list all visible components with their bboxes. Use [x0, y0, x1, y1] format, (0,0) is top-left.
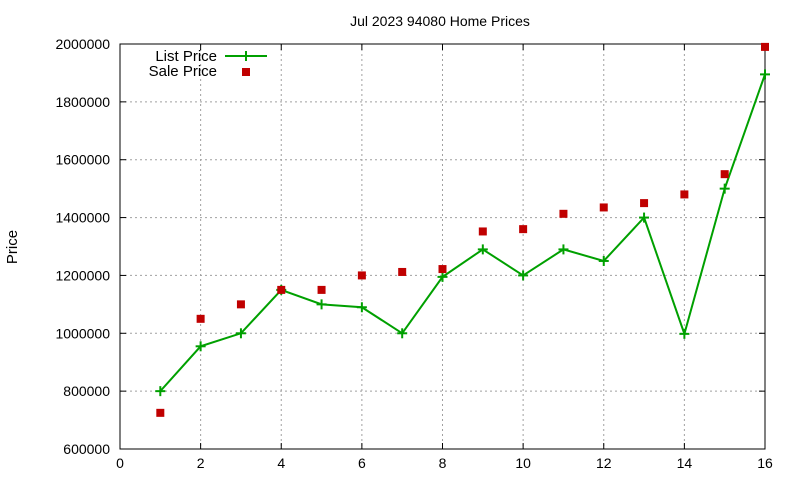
legend-label-list-price: List Price	[155, 48, 217, 65]
list-price-point	[760, 69, 770, 80]
sale-price-point	[398, 267, 407, 276]
y-tick-label: 1400000	[55, 210, 110, 226]
sale-price-point	[317, 285, 326, 294]
sale-price-point	[277, 285, 286, 294]
x-tick-label: 0	[116, 455, 124, 471]
list-price-point	[195, 341, 206, 352]
x-tick-label: 2	[197, 455, 205, 471]
x-tick-label: 6	[358, 455, 366, 471]
y-axis: 600000 800000 1000000 1200000 1400000 1600000…	[55, 36, 765, 457]
list-price-point	[639, 212, 650, 223]
list-price-point	[437, 271, 448, 282]
sale-price-point	[196, 314, 205, 323]
sale-price-point	[357, 271, 366, 280]
legend-sample-sale-price-marker	[242, 68, 250, 76]
x-tick-label: 12	[596, 455, 612, 471]
y-tick-label: 1800000	[55, 94, 110, 110]
sale-price-point	[438, 265, 447, 274]
chart-title: Jul 2023 94080 Home Prices	[350, 13, 530, 29]
y-tick-label: 1000000	[55, 325, 110, 341]
list-price-point	[155, 386, 166, 397]
y-tick-label: 800000	[63, 383, 110, 399]
y-axis-label: Price	[4, 230, 21, 264]
legend-label-sale-price: Sale Price	[149, 63, 217, 80]
grid-lines	[120, 44, 765, 449]
sale-price-point	[156, 408, 165, 417]
sale-price-point	[519, 225, 528, 234]
legend-sample-list-price-marker	[241, 51, 251, 61]
x-tick-label: 16	[757, 455, 773, 471]
series-layer	[155, 42, 770, 417]
list-price-point	[558, 244, 569, 255]
x-tick-label: 8	[439, 455, 447, 471]
x-axis: 0 2 4 6 8 10 12 14 16	[116, 44, 773, 471]
y-tick-label: 1600000	[55, 152, 110, 168]
sale-price-point	[761, 42, 769, 51]
list-price-point	[598, 255, 609, 266]
plot-frame	[119, 43, 766, 450]
x-tick-label: 14	[677, 455, 693, 471]
legend: List Price Sale Price	[149, 48, 267, 80]
sale-price-point	[478, 227, 487, 236]
list-price-point	[235, 328, 246, 339]
sale-price-point	[236, 300, 245, 309]
list-price-point	[719, 183, 730, 194]
sale-price-point	[680, 190, 689, 199]
list-price-point	[356, 302, 367, 313]
sale-price-point	[640, 199, 649, 208]
list-price-point	[316, 299, 327, 310]
x-tick-label: 4	[277, 455, 285, 471]
sale-price-point	[720, 170, 729, 179]
sale-price-point	[559, 209, 568, 218]
x-tick-label: 10	[515, 455, 531, 471]
sale-price-point	[599, 203, 608, 212]
y-tick-label: 2000000	[55, 36, 110, 52]
list-price-point	[518, 270, 529, 281]
list-price-point	[679, 328, 690, 339]
list-price-point	[477, 244, 488, 255]
y-tick-label: 600000	[63, 441, 110, 457]
list-price-line	[159, 74, 766, 392]
list-price-point	[397, 328, 408, 339]
y-tick-label: 1200000	[55, 267, 110, 283]
